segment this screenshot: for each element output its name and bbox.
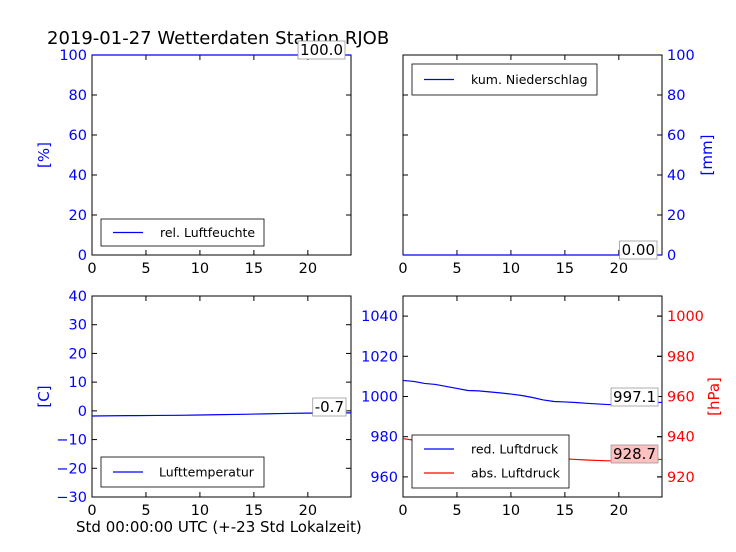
y-tick-label: 980 (370, 430, 398, 446)
legend-label: abs. Luftdruck (471, 466, 561, 481)
y-tick-label: 960 (370, 470, 398, 486)
x-tick-label: 20 (610, 261, 628, 277)
x-tick-label: 10 (191, 503, 209, 519)
panel-pressure: 0 5 10 15 20 960 980 1000 1020 1040 920 940 960 980 10… (361, 295, 723, 519)
value-annotation: 928.7 (613, 445, 656, 463)
legend-label: red. Luftdruck (471, 442, 559, 457)
value-annotation: 997.1 (613, 388, 656, 406)
y-tick-label: 60 (667, 128, 685, 144)
value-annotation-box (610, 387, 659, 407)
y-tick-label: 1000 (361, 390, 398, 406)
panel-temperature: 0 5 10 15 20 −30 −20 −10 0 10 20 30 40 [C] Lufttempera… (35, 289, 352, 519)
value-annotation: 0.00 (622, 241, 655, 259)
y-tick-label: 40 (667, 168, 685, 184)
panel-precipitation: 0 5 10 15 20 0 20 40 60 80 100 [mm] kum. Niederschla… (398, 48, 716, 277)
x-tick-label: 5 (141, 261, 150, 277)
legend-label: rel. Luftfeuchte (160, 225, 255, 240)
y-tick-label: 40 (69, 168, 87, 184)
x-tick-label: 0 (87, 503, 96, 519)
x-tick-label: 0 (87, 261, 96, 277)
value-annotation: 100.0 (300, 41, 343, 59)
y-tick-label: 40 (69, 289, 87, 305)
y-tick-label: 10 (69, 375, 87, 391)
y-tick-label: 0 (78, 404, 87, 420)
x-tick-label: 20 (299, 503, 317, 519)
y-tick-label: 1020 (361, 349, 398, 365)
x-tick-label: 20 (299, 261, 317, 277)
x-tick-label: 5 (452, 261, 461, 277)
y2-tick-label: 1000 (667, 309, 704, 325)
y-axis-label: [mm] (698, 135, 716, 176)
y-tick-label: 100 (59, 48, 87, 64)
legend-box (411, 434, 570, 489)
value-annotation-box (297, 40, 346, 60)
y-tick-label: 60 (69, 128, 87, 144)
value-annotation: -0.7 (315, 398, 344, 416)
x-axis-label: Std 00:00:00 UTC (+-23 Std Lokalzeit) (76, 518, 362, 536)
y-axis-label: [hPa] (705, 377, 723, 416)
x-tick-label: 15 (245, 261, 263, 277)
x-tick-label: 20 (610, 503, 628, 519)
panel-humidity: 0 5 10 15 20 0 20 40 60 80 100 [%] rel. Luftfeuchte 1… (35, 40, 352, 277)
y-tick-label: 20 (69, 346, 87, 362)
x-tick-label: 5 (452, 503, 461, 519)
y-tick-label: 80 (667, 88, 685, 104)
y2-tick-label: 980 (667, 349, 695, 365)
y-axis-label: [%] (35, 142, 53, 168)
y-tick-label: −30 (56, 490, 87, 506)
x-tick-label: 0 (398, 503, 407, 519)
y-axis-label: [C] (35, 385, 53, 407)
y-tick-label: 0 (78, 248, 87, 264)
y-tick-label: 100 (667, 48, 695, 64)
x-tick-label: 10 (502, 503, 520, 519)
y-tick-label: 0 (667, 248, 676, 264)
y-tick-label: 1040 (361, 309, 398, 325)
x-tick-label: 10 (502, 261, 520, 277)
value-annotation-box (619, 240, 658, 260)
legend-label: kum. Niederschlag (471, 72, 588, 87)
x-tick-label: 0 (398, 261, 407, 277)
y-tick-label: 80 (69, 88, 87, 104)
value-annotation-box (610, 444, 659, 464)
y-tick-label: 20 (69, 208, 87, 224)
y-tick-label: 20 (667, 208, 685, 224)
x-tick-label: 15 (556, 503, 574, 519)
y-tick-label: −20 (56, 461, 87, 477)
x-tick-label: 15 (556, 261, 574, 277)
y2-tick-label: 920 (667, 470, 695, 486)
y-tick-label: 30 (69, 318, 87, 334)
value-annotation-box (312, 397, 347, 417)
y2-tick-label: 960 (667, 390, 695, 406)
x-tick-label: 5 (141, 503, 150, 519)
series-line-1 (91, 412, 352, 417)
y2-tick-label: 940 (667, 430, 695, 446)
legend-label: Lufttemperatur (159, 465, 255, 480)
y-tick-label: −10 (56, 433, 87, 449)
x-tick-label: 10 (191, 261, 209, 277)
x-tick-label: 15 (245, 503, 263, 519)
